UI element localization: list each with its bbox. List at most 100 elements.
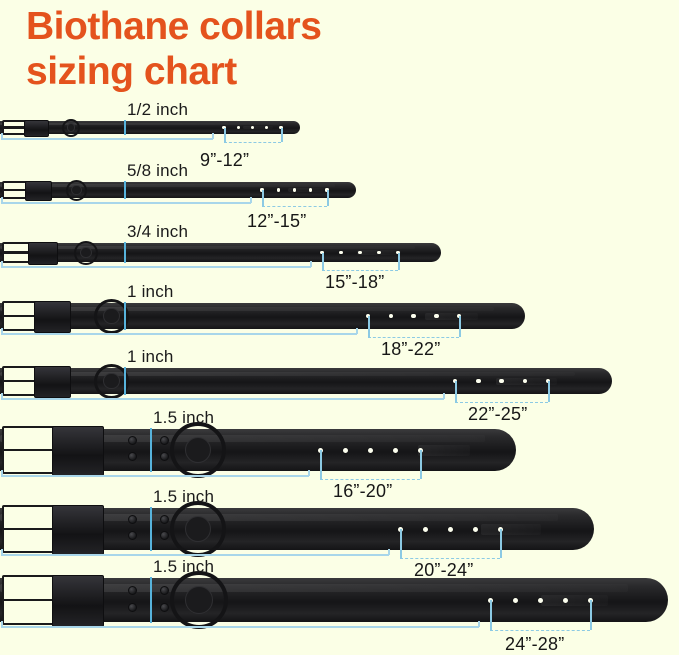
neck-size-label: 24”-28” — [505, 634, 565, 654]
width-tick-marker — [150, 507, 152, 551]
strap-width-label: 1 inch — [127, 282, 174, 301]
baseline-cap-start — [1, 470, 3, 476]
size-bracket-arm-left — [400, 529, 402, 558]
d-ring-center — [80, 246, 92, 259]
buckle-rivet — [160, 531, 169, 541]
collar-strap — [0, 368, 612, 394]
baseline-cap-start — [1, 261, 3, 267]
size-bracket-arm-left — [490, 600, 492, 630]
length-baseline — [1, 138, 213, 140]
adjustment-hole — [411, 313, 416, 319]
buckle-body — [34, 301, 71, 333]
adjustment-hole — [422, 526, 428, 532]
buckle-rivet — [160, 452, 169, 462]
collar-buckle — [2, 242, 72, 265]
length-baseline — [1, 475, 309, 477]
baseline-cap-start — [1, 621, 3, 627]
strap-width-label: 1.5 inch — [153, 408, 215, 427]
length-baseline — [1, 202, 251, 204]
buckle-tongue — [2, 448, 99, 452]
d-ring-center — [71, 184, 82, 196]
strap-width-label: 1.5 inch — [153, 557, 215, 576]
length-baseline — [1, 398, 444, 400]
baseline-cap-start — [1, 549, 3, 555]
adjustment-hole — [476, 378, 481, 384]
baseline-cap-end — [310, 261, 312, 267]
adjustment-hole — [537, 597, 543, 603]
adjustment-hole — [512, 597, 518, 603]
collar-buckle — [2, 505, 120, 555]
size-bracket-arm-left — [320, 450, 322, 479]
buckle-tongue — [2, 527, 99, 531]
buckle-body — [52, 575, 104, 627]
adjustment-hole — [250, 125, 255, 130]
adjustment-hole — [339, 250, 343, 255]
size-bracket-dashes — [400, 558, 500, 559]
adjustment-hole — [392, 447, 398, 453]
buckle-tongue — [2, 598, 99, 602]
brand-emboss — [481, 523, 541, 535]
page-title: Biothane collars sizing chart — [26, 5, 322, 93]
adjustment-hole — [276, 188, 280, 192]
d-ring-center — [185, 586, 213, 614]
neck-size-label: 12”-15” — [247, 211, 307, 231]
brand-emboss — [417, 444, 470, 456]
adjustment-hole — [342, 447, 348, 453]
buckle-rivet — [160, 436, 169, 446]
length-baseline — [1, 266, 311, 268]
length-baseline — [1, 626, 479, 628]
d-ring-center — [66, 123, 76, 132]
size-bracket-dashes — [224, 142, 281, 143]
adjustment-hole — [265, 125, 269, 130]
width-tick-marker — [124, 120, 126, 135]
baseline-cap-end — [356, 328, 358, 334]
d-ring — [62, 118, 80, 137]
d-ring-center — [184, 436, 212, 464]
adjustment-hole — [562, 597, 568, 603]
size-bracket-arm-right — [327, 190, 329, 206]
adjustment-hole — [260, 188, 264, 192]
adjustment-hole — [358, 250, 362, 255]
neck-size-label: 20”-24” — [414, 560, 474, 580]
size-bracket-dashes — [455, 402, 548, 403]
neck-size-label: 15”-18” — [325, 272, 385, 292]
baseline-cap-start — [1, 197, 3, 203]
brand-emboss — [541, 594, 608, 607]
buckle-body — [28, 242, 59, 265]
adjustment-hole — [222, 125, 226, 130]
width-tick-marker — [124, 367, 126, 395]
baseline-cap-end — [443, 393, 445, 399]
size-bracket-arm-left — [262, 190, 264, 206]
adjustment-hole — [377, 250, 381, 255]
adjustment-hole — [472, 526, 478, 532]
collar-buckle — [2, 120, 60, 137]
d-ring-center — [103, 372, 120, 390]
neck-size-label: 22”-25” — [468, 404, 528, 424]
size-bracket-arm-left — [368, 316, 370, 337]
size-bracket-arm-left — [455, 381, 457, 402]
size-bracket-dashes — [322, 270, 398, 271]
strap-width-label: 1.5 inch — [153, 487, 215, 506]
adjustment-hole — [320, 250, 324, 255]
buckle-body — [34, 366, 71, 398]
length-baseline — [1, 333, 357, 335]
size-bracket-arm-left — [322, 252, 324, 270]
size-bracket-arm-left — [224, 127, 226, 142]
adjustment-hole — [434, 313, 439, 319]
baseline-cap-end — [388, 549, 390, 555]
adjustment-hole — [279, 125, 283, 130]
size-bracket-dashes — [490, 630, 590, 631]
baseline-cap-start — [1, 328, 3, 334]
size-bracket-arm-right — [500, 529, 502, 558]
collar-buckle — [2, 366, 88, 398]
d-ring-center — [184, 515, 212, 543]
baseline-cap-end — [478, 621, 480, 627]
adjustment-hole — [292, 188, 297, 192]
buckle-rivet — [160, 602, 169, 612]
d-ring-center — [103, 307, 120, 325]
buckle-rivet — [160, 585, 169, 595]
baseline-cap-start — [1, 133, 3, 139]
adjustment-hole — [236, 125, 240, 130]
baseline-cap-start — [1, 393, 3, 399]
